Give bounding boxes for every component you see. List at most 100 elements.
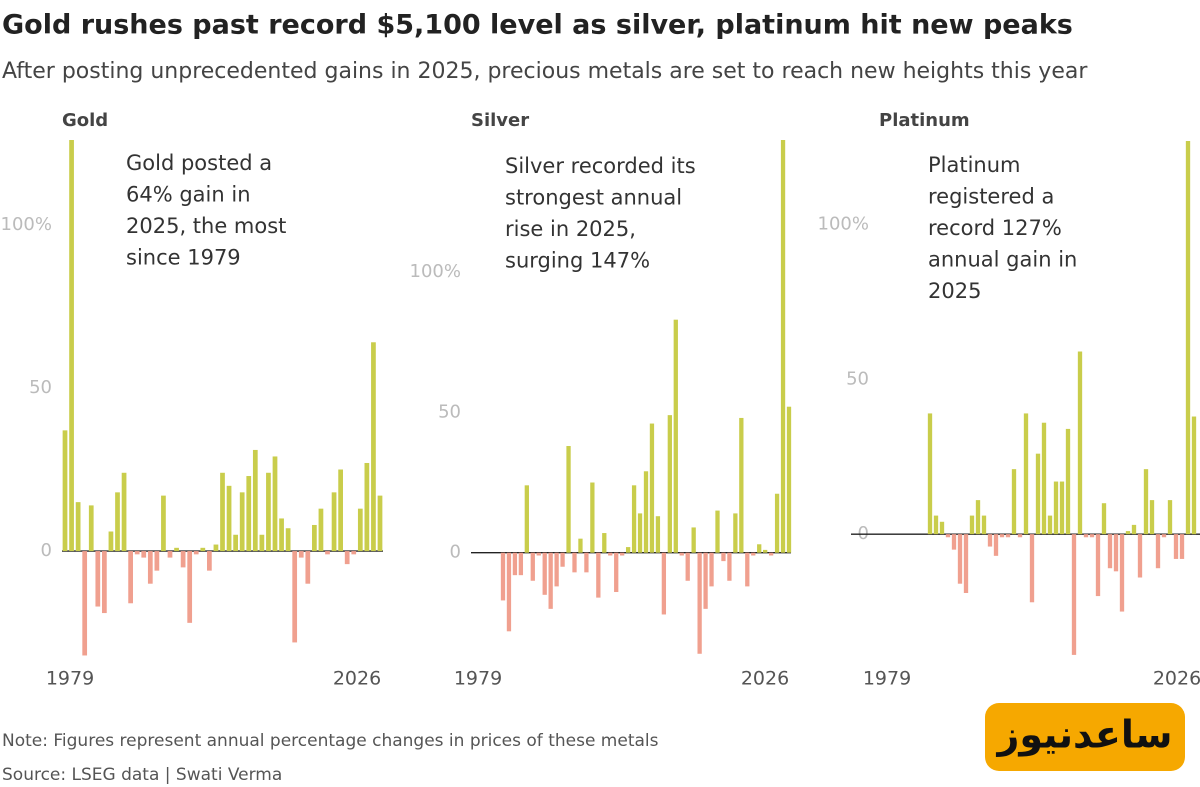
bar: [963, 534, 969, 593]
bar: [1089, 534, 1095, 538]
note: Note: Figures represent annual percentag…: [2, 731, 659, 751]
bar: [709, 552, 714, 587]
bar: [213, 544, 219, 552]
bar: [193, 551, 199, 555]
bar: [768, 552, 774, 556]
bar: [631, 485, 637, 553]
bar: [121, 472, 127, 552]
bar: [572, 552, 577, 573]
bar: [1017, 534, 1023, 538]
bar: [614, 552, 619, 593]
bar: [1083, 534, 1089, 538]
bar: [596, 552, 601, 598]
annotation: Gold posted a: [126, 151, 272, 175]
bar: [518, 552, 524, 576]
bar: [745, 552, 750, 587]
bar: [578, 538, 583, 553]
bar: [620, 552, 625, 556]
bar: [226, 485, 232, 552]
bar: [233, 534, 238, 552]
bar: [174, 547, 179, 552]
panel-title: Gold: [62, 110, 108, 131]
bar: [298, 551, 304, 558]
bar: [292, 551, 298, 643]
bar: [161, 495, 166, 552]
bar: [637, 513, 643, 553]
bar: [154, 551, 160, 571]
bar: [697, 552, 702, 654]
bar: [82, 551, 88, 656]
bar: [945, 534, 951, 538]
bar: [969, 515, 975, 535]
bar: [344, 551, 350, 565]
bar: [981, 515, 987, 535]
x-tick-label: 1979: [454, 668, 502, 690]
bar: [763, 549, 768, 553]
annotation: 2025: [928, 279, 981, 303]
bar: [1155, 534, 1161, 569]
bar: [691, 527, 696, 553]
bar: [1137, 534, 1143, 578]
bar: [128, 551, 133, 604]
bar: [1005, 534, 1011, 538]
bar: [1191, 416, 1197, 535]
bar: [933, 515, 939, 535]
bar: [649, 423, 655, 553]
bar: [1167, 500, 1173, 535]
bar: [703, 552, 708, 609]
bar: [999, 534, 1005, 538]
bar: [512, 552, 518, 576]
bar: [180, 551, 186, 568]
bar: [371, 342, 376, 552]
bar: [147, 551, 153, 584]
bar: [338, 469, 343, 552]
bar: [500, 552, 506, 601]
bar: [524, 485, 529, 553]
bar: [987, 534, 993, 547]
bar: [957, 534, 963, 584]
bar: [625, 547, 631, 553]
bar: [200, 547, 206, 552]
bar: [167, 551, 173, 558]
bar: [272, 456, 278, 552]
x-tick-label: 2026: [1153, 668, 1200, 690]
bar: [331, 492, 337, 552]
bar: [721, 552, 726, 562]
y-tick-label: 100%: [410, 261, 461, 282]
watermark-badge: [985, 703, 1185, 771]
bar: [975, 500, 981, 535]
annotation: registered a: [928, 185, 1054, 209]
bar: [1053, 481, 1059, 535]
bar: [536, 552, 541, 556]
bar: [246, 476, 252, 552]
bar: [739, 417, 744, 553]
bar: [780, 140, 786, 553]
bar: [1029, 534, 1035, 603]
annotation: record 127%: [928, 216, 1062, 240]
bar: [1047, 515, 1053, 535]
bar: [655, 516, 661, 553]
bar: [554, 552, 559, 587]
bar: [207, 551, 212, 571]
bar: [88, 505, 94, 552]
x-tick-label: 2026: [741, 668, 789, 690]
source: Source: LSEG data | Swati Verma: [2, 765, 282, 785]
bar: [357, 508, 363, 552]
bar: [318, 508, 324, 552]
bar: [951, 534, 957, 550]
bar: [643, 471, 649, 553]
bar: [757, 544, 762, 553]
annotation: Platinum: [928, 153, 1021, 177]
annotation: strongest annual: [505, 186, 682, 210]
bar: [377, 495, 383, 552]
bar: [715, 510, 720, 553]
x-tick-label: 2026: [333, 668, 381, 690]
bar: [1071, 534, 1077, 655]
bar: [351, 551, 357, 555]
bar: [733, 513, 738, 553]
bar: [927, 413, 933, 535]
bar: [602, 533, 607, 553]
annotation: since 1979: [126, 246, 241, 270]
bar: [1179, 534, 1185, 559]
panel-title: Platinum: [879, 110, 970, 131]
